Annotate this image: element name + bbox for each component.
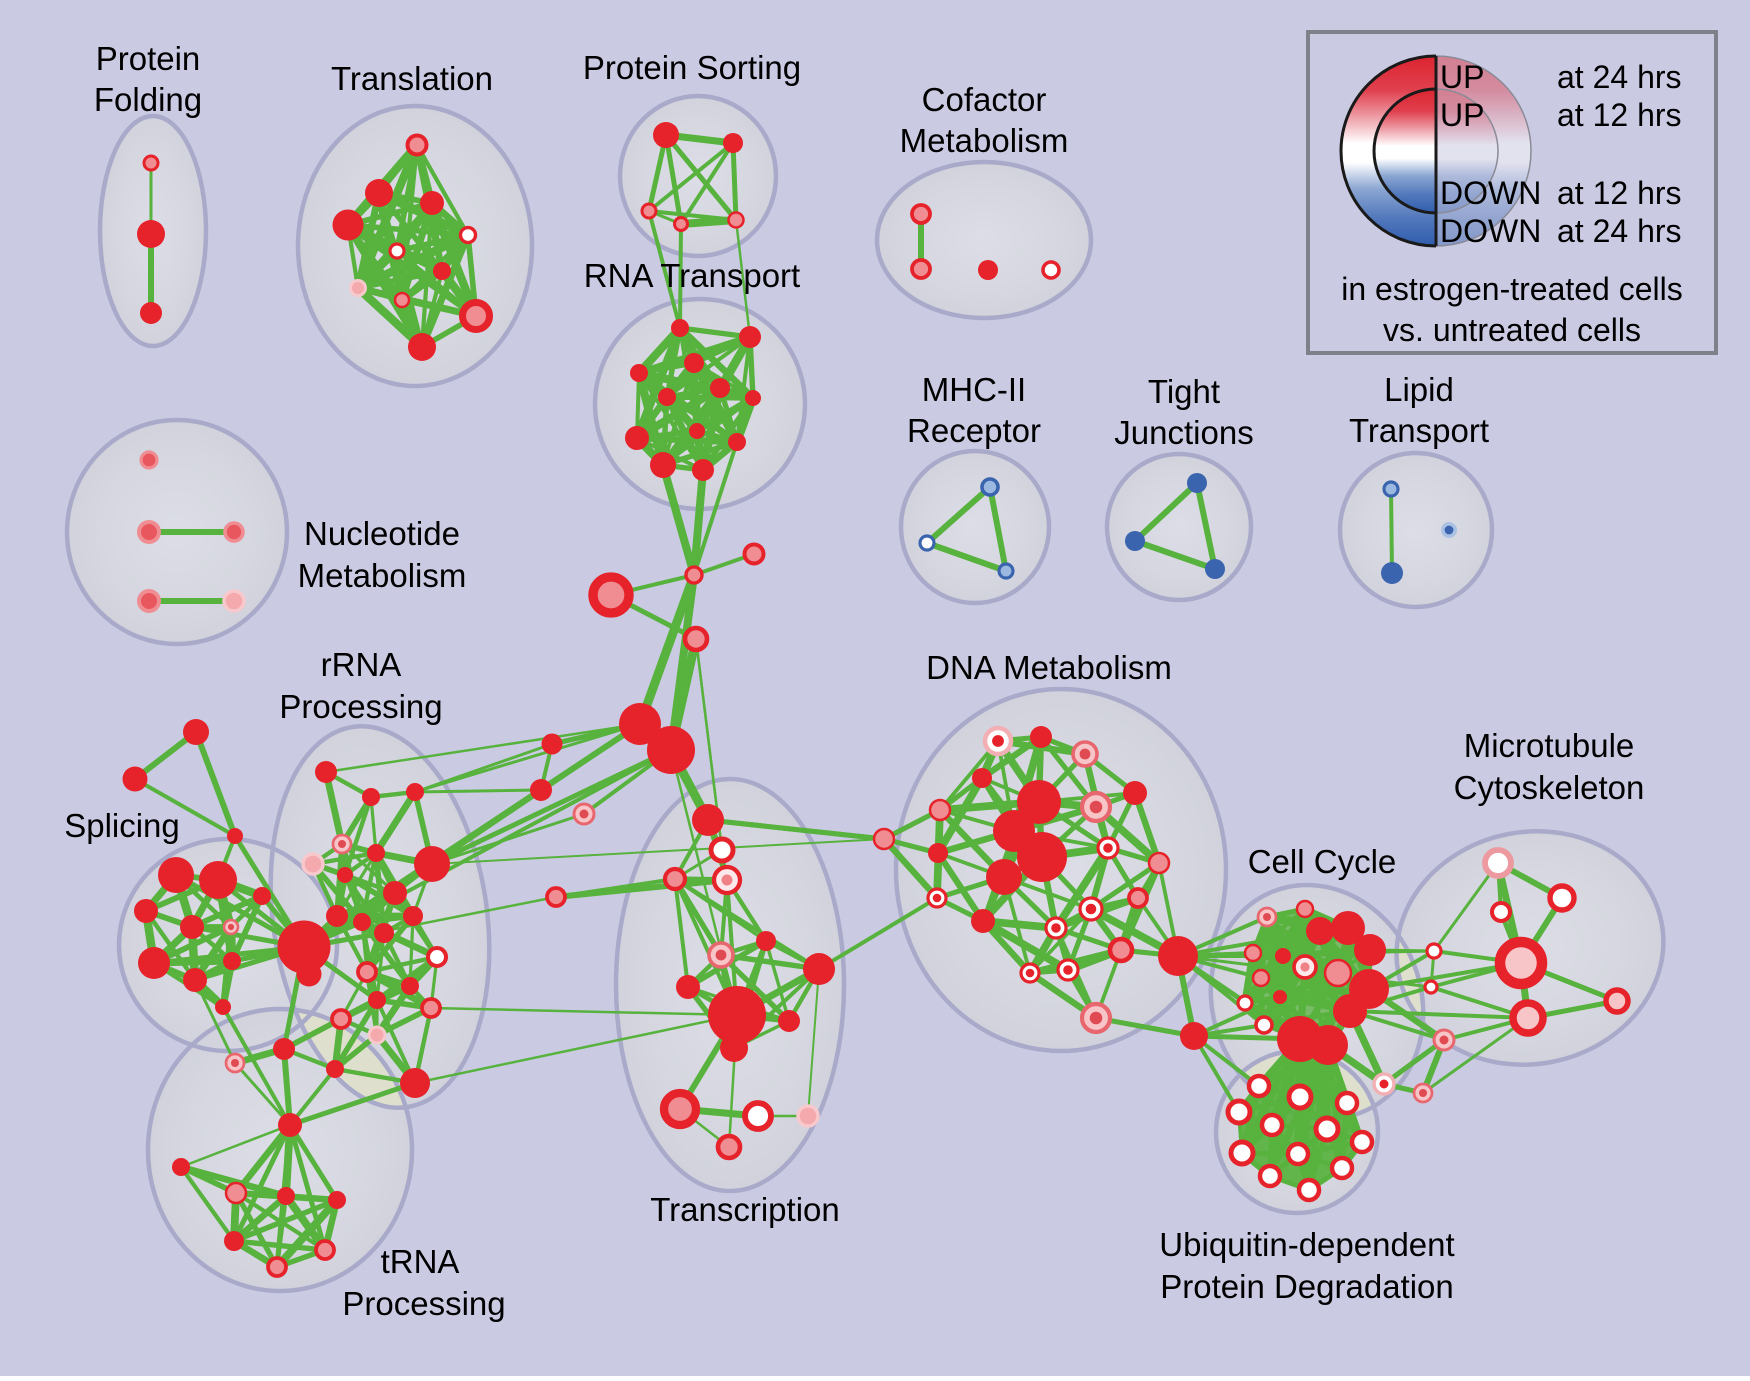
svg-text:Splicing: Splicing (64, 807, 180, 844)
svg-text:Processing: Processing (342, 1285, 505, 1322)
svg-text:Junctions: Junctions (1114, 414, 1253, 451)
svg-text:Cell Cycle: Cell Cycle (1248, 843, 1397, 880)
svg-text:Folding: Folding (94, 81, 202, 118)
svg-text:DOWN: DOWN (1440, 213, 1541, 249)
svg-text:Cytoskeleton: Cytoskeleton (1454, 769, 1645, 806)
svg-text:UP: UP (1440, 59, 1484, 95)
svg-text:Protein: Protein (96, 40, 201, 77)
svg-text:Processing: Processing (279, 688, 442, 725)
svg-text:Transcription: Transcription (650, 1191, 840, 1228)
svg-text:UP: UP (1440, 97, 1484, 133)
svg-text:DOWN: DOWN (1440, 175, 1541, 211)
svg-text:Metabolism: Metabolism (900, 122, 1069, 159)
svg-text:Translation: Translation (331, 60, 493, 97)
svg-text:Protein Degradation: Protein Degradation (1160, 1268, 1454, 1305)
svg-text:Microtubule: Microtubule (1464, 727, 1635, 764)
svg-text:at 24 hrs: at 24 hrs (1557, 213, 1682, 249)
svg-text:Metabolism: Metabolism (298, 557, 467, 594)
svg-text:at 24 hrs: at 24 hrs (1557, 59, 1682, 95)
svg-text:Protein Sorting: Protein Sorting (583, 49, 801, 86)
svg-text:Ubiquitin-dependent: Ubiquitin-dependent (1159, 1226, 1454, 1263)
svg-text:Cofactor: Cofactor (922, 81, 1047, 118)
svg-text:at 12 hrs: at 12 hrs (1557, 97, 1682, 133)
svg-text:at 12 hrs: at 12 hrs (1557, 175, 1682, 211)
svg-text:tRNA: tRNA (381, 1243, 460, 1280)
svg-text:DNA Metabolism: DNA Metabolism (926, 649, 1172, 686)
svg-text:Tight: Tight (1148, 373, 1220, 410)
svg-text:in estrogen-treated cells: in estrogen-treated cells (1341, 271, 1683, 307)
svg-text:Lipid: Lipid (1384, 371, 1454, 408)
svg-text:RNA Transport: RNA Transport (584, 257, 800, 294)
svg-text:vs. untreated cells: vs. untreated cells (1383, 312, 1641, 348)
svg-text:Transport: Transport (1349, 412, 1489, 449)
svg-text:MHC-II: MHC-II (922, 371, 1026, 408)
svg-text:Nucleotide: Nucleotide (304, 515, 460, 552)
svg-text:Receptor: Receptor (907, 412, 1041, 449)
svg-text:rRNA: rRNA (321, 646, 402, 683)
